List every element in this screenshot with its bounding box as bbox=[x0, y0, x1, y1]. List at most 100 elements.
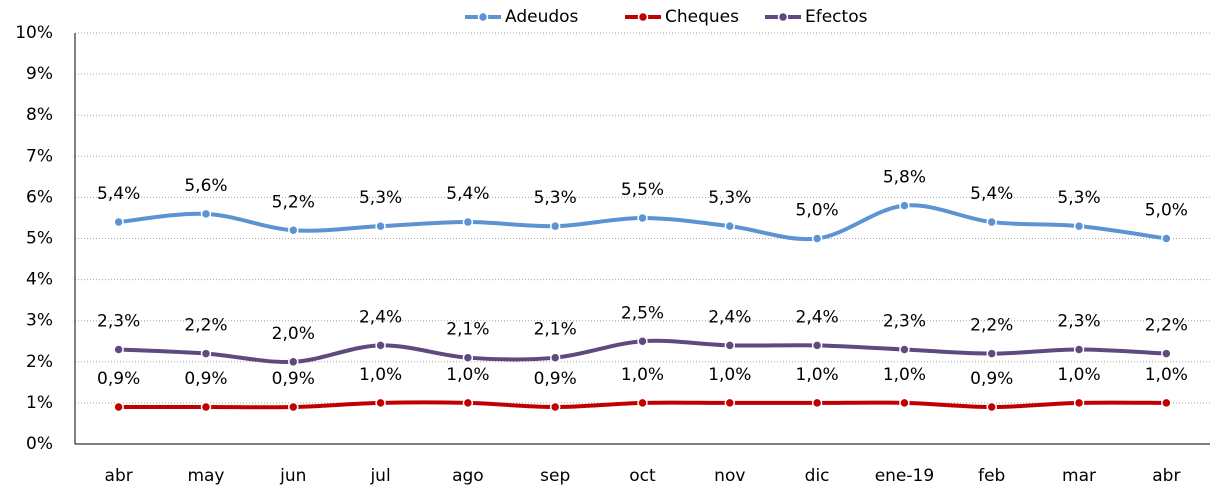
x-tick-label: sep bbox=[540, 466, 570, 486]
x-tick-label: may bbox=[187, 466, 224, 486]
data-point bbox=[1161, 233, 1172, 244]
data-label: 2,4% bbox=[708, 307, 751, 327]
data-point bbox=[288, 401, 299, 413]
legend-marker bbox=[777, 11, 789, 23]
data-point bbox=[375, 340, 386, 351]
y-tick-label: 6% bbox=[26, 187, 53, 207]
data-point bbox=[462, 216, 474, 228]
data-point bbox=[724, 397, 736, 409]
data-point bbox=[811, 233, 823, 244]
data-label: 5,0% bbox=[1145, 201, 1188, 221]
x-tick-label: oct bbox=[629, 466, 656, 486]
data-label: 5,5% bbox=[621, 180, 664, 200]
data-point bbox=[1161, 348, 1172, 359]
data-point bbox=[811, 397, 823, 409]
y-tick-label: 10% bbox=[15, 23, 53, 43]
data-label: 5,3% bbox=[708, 188, 751, 208]
y-tick-label: 5% bbox=[26, 229, 53, 249]
legend: Adeudos Cheques Efectos bbox=[465, 7, 868, 27]
y-tick-label: 2% bbox=[26, 352, 53, 372]
data-point bbox=[549, 220, 561, 232]
data-point bbox=[200, 348, 212, 359]
x-tick-label: jul bbox=[369, 466, 390, 486]
x-tick-label: ene-19 bbox=[875, 466, 934, 486]
legend-label: Adeudos bbox=[505, 7, 579, 27]
data-label: 2,5% bbox=[621, 303, 664, 323]
legend-marker bbox=[477, 11, 489, 23]
x-tick-label: mar bbox=[1062, 466, 1096, 486]
data-label: 2,1% bbox=[446, 320, 489, 340]
data-point bbox=[288, 356, 299, 368]
data-label: 1,0% bbox=[708, 365, 751, 385]
data-point bbox=[899, 344, 910, 355]
data-label: 2,3% bbox=[1057, 311, 1100, 331]
data-point bbox=[724, 220, 736, 232]
x-tick-label: jun bbox=[279, 466, 306, 486]
data-point bbox=[200, 208, 212, 220]
data-point bbox=[113, 401, 124, 413]
data-label: 2,4% bbox=[796, 307, 839, 327]
x-tick-label: abr bbox=[105, 466, 133, 486]
y-tick-label: 8% bbox=[26, 105, 53, 125]
data-label: 1,0% bbox=[621, 365, 664, 385]
data-label: 1,0% bbox=[1057, 365, 1100, 385]
data-label: 2,1% bbox=[534, 320, 577, 340]
y-tick-label: 9% bbox=[26, 64, 53, 84]
data-label: 5,8% bbox=[883, 168, 926, 188]
data-label: 2,0% bbox=[272, 324, 315, 344]
data-label: 0,9% bbox=[184, 369, 227, 389]
x-tick-label: dic bbox=[805, 466, 830, 486]
data-label: 1,0% bbox=[796, 365, 839, 385]
y-tick-label: 1% bbox=[26, 393, 53, 413]
data-label: 5,2% bbox=[272, 192, 315, 212]
data-label: 1,0% bbox=[446, 365, 489, 385]
data-point bbox=[986, 216, 997, 228]
y-tick-label: 7% bbox=[26, 146, 53, 166]
data-point bbox=[637, 212, 648, 224]
data-point bbox=[1073, 397, 1085, 409]
data-label: 1,0% bbox=[883, 365, 926, 385]
data-point bbox=[375, 220, 386, 232]
data-point bbox=[724, 340, 736, 351]
data-label: 5,3% bbox=[534, 188, 577, 208]
data-label: 0,9% bbox=[272, 369, 315, 389]
data-point bbox=[811, 340, 823, 351]
data-label: 2,3% bbox=[97, 311, 140, 331]
data-label: 5,4% bbox=[970, 184, 1013, 204]
data-point bbox=[1073, 220, 1085, 232]
data-label: 0,9% bbox=[970, 369, 1013, 389]
x-tick-label: abr bbox=[1152, 466, 1180, 486]
data-label: 5,4% bbox=[97, 184, 140, 204]
data-point bbox=[288, 225, 299, 236]
data-label: 5,3% bbox=[1057, 188, 1100, 208]
y-tick-label: 0% bbox=[26, 434, 53, 454]
data-point bbox=[1073, 344, 1085, 355]
x-tick-label: nov bbox=[714, 466, 745, 486]
data-label: 1,0% bbox=[359, 365, 402, 385]
data-point bbox=[899, 397, 910, 409]
legend-marker bbox=[637, 11, 649, 23]
data-label: 2,2% bbox=[184, 316, 227, 336]
data-point bbox=[637, 336, 648, 347]
legend-label: Efectos bbox=[805, 7, 868, 27]
data-label: 5,3% bbox=[359, 188, 402, 208]
data-label: 0,9% bbox=[534, 369, 577, 389]
data-point bbox=[899, 200, 910, 211]
data-point bbox=[549, 401, 561, 413]
data-point bbox=[113, 344, 124, 355]
x-tick-label: feb bbox=[978, 466, 1005, 486]
data-point bbox=[549, 352, 561, 363]
data-label: 2,2% bbox=[970, 316, 1013, 336]
data-label: 2,4% bbox=[359, 307, 402, 327]
x-tick-label: ago bbox=[452, 466, 484, 486]
data-point bbox=[986, 401, 997, 413]
data-label: 2,2% bbox=[1145, 316, 1188, 336]
data-label: 1,0% bbox=[1145, 365, 1188, 385]
data-point bbox=[986, 348, 997, 359]
data-point bbox=[1161, 397, 1172, 409]
data-point bbox=[462, 397, 474, 409]
data-point bbox=[375, 397, 386, 409]
data-point bbox=[200, 401, 212, 413]
